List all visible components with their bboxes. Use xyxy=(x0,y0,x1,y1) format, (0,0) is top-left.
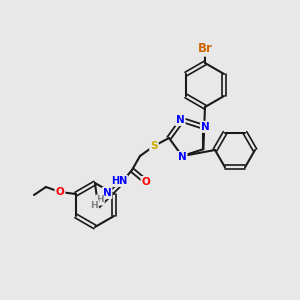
Text: N: N xyxy=(176,115,184,125)
Text: H: H xyxy=(90,200,98,209)
Text: HN: HN xyxy=(111,176,127,186)
Text: O: O xyxy=(56,187,64,197)
Text: N: N xyxy=(178,152,187,162)
Text: S: S xyxy=(150,141,158,151)
Text: Br: Br xyxy=(198,43,212,56)
Text: N: N xyxy=(103,188,111,198)
Text: O: O xyxy=(142,177,150,187)
Text: H: H xyxy=(96,196,104,205)
Text: N: N xyxy=(201,122,210,132)
